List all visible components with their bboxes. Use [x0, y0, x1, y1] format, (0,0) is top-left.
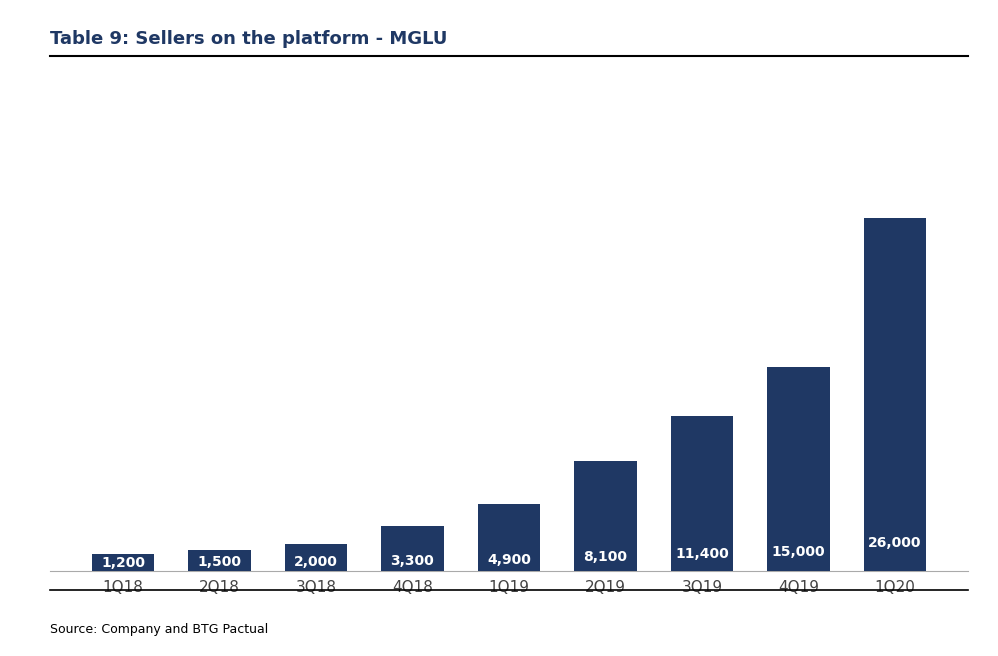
- Text: 3,300: 3,300: [390, 554, 434, 568]
- Bar: [478, 504, 540, 571]
- Bar: [189, 550, 250, 571]
- Text: Table 9: Sellers on the platform - MGLU: Table 9: Sellers on the platform - MGLU: [50, 30, 447, 47]
- Text: 15,000: 15,000: [771, 544, 825, 558]
- Bar: [574, 461, 637, 571]
- Bar: [284, 544, 347, 571]
- Bar: [671, 416, 734, 571]
- Text: 8,100: 8,100: [584, 550, 628, 564]
- Text: 2,000: 2,000: [294, 555, 338, 569]
- Bar: [381, 526, 444, 571]
- Text: 1,200: 1,200: [101, 556, 145, 570]
- Text: 26,000: 26,000: [868, 535, 922, 550]
- Text: Source: Company and BTG Pactual: Source: Company and BTG Pactual: [50, 623, 268, 636]
- Text: 1,500: 1,500: [198, 556, 242, 569]
- Text: 11,400: 11,400: [675, 548, 729, 562]
- Bar: [767, 367, 829, 571]
- Bar: [92, 554, 155, 571]
- Bar: [863, 218, 926, 571]
- Text: 4,900: 4,900: [487, 553, 531, 567]
